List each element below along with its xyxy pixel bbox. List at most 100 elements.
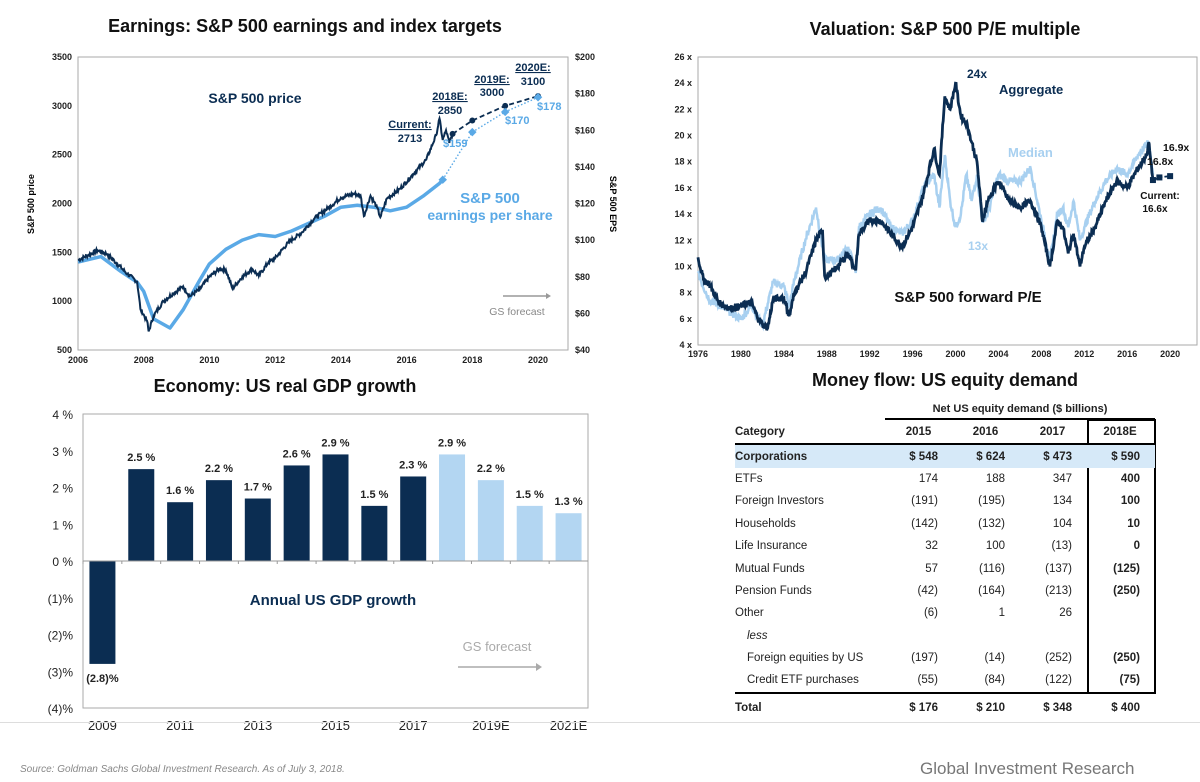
table-cell: $ 348 bbox=[1043, 701, 1072, 714]
x-tick-label: 2017 bbox=[399, 718, 428, 733]
row-label: ETFs bbox=[735, 472, 763, 485]
y-tick-label: 22 x bbox=[674, 104, 692, 114]
table-cell: (75) bbox=[1119, 674, 1140, 687]
y-tick-label: 18 x bbox=[674, 157, 692, 167]
target-2020-label: 2020E: bbox=[515, 62, 550, 74]
table-row: Households (142) (132) 104 10 bbox=[735, 513, 1155, 535]
table-cell: (252) bbox=[1045, 652, 1072, 665]
right-y-tick-label: $100 bbox=[575, 235, 595, 245]
gdp-chart: 4 % 3 % 2 % 1 % 0 % (1)% (2)% (3)% (4)% (2.8)% 2.5… bbox=[48, 408, 589, 733]
left-y-tick-label: 2500 bbox=[52, 150, 72, 160]
valuation-chart-title: Valuation: S&P 500 P/E multiple bbox=[809, 19, 1081, 39]
pe-2020-label: 16.9x bbox=[1163, 142, 1189, 154]
table-cell: 26 bbox=[1059, 607, 1072, 620]
y-tick-label: (2)% bbox=[48, 629, 74, 643]
y-tick-label: (1)% bbox=[48, 592, 74, 606]
table-cell: (164) bbox=[978, 584, 1005, 597]
y-tick-label: 4 % bbox=[52, 408, 73, 422]
x-tick-label: 2009 bbox=[88, 718, 117, 733]
row-label: Mutual Funds bbox=[735, 562, 805, 575]
table-cell: 2016 bbox=[972, 426, 999, 439]
eps-series-label-1: S&P 500 bbox=[460, 190, 520, 207]
table-cell: (125) bbox=[1113, 562, 1140, 575]
table-cell: $ 210 bbox=[976, 701, 1005, 714]
row-label: Foreign equities by US bbox=[747, 652, 864, 665]
y-tick-label: 26 x bbox=[674, 52, 692, 62]
x-tick-label: 2008 bbox=[1031, 349, 1051, 359]
table-cell: 100 bbox=[1120, 495, 1140, 508]
x-tick-label: 2013 bbox=[243, 718, 272, 733]
right-y-tick-label: $140 bbox=[575, 162, 595, 172]
target-2019-value: 3000 bbox=[480, 87, 504, 99]
gdp-data-label: 1.5 % bbox=[516, 489, 544, 501]
table-cell: $ 473 bbox=[1043, 450, 1072, 463]
table-row: Pension Funds (42) (164) (213) (250) bbox=[735, 580, 1155, 602]
eps-forecast-point bbox=[468, 127, 477, 137]
footer-divider bbox=[0, 722, 1200, 723]
target-2020-value: 3100 bbox=[521, 76, 545, 88]
forecast-label: GS forecast bbox=[489, 306, 545, 318]
table-cell: 104 bbox=[1052, 517, 1072, 530]
aggregate-series-label: Aggregate bbox=[999, 82, 1063, 97]
table-cell: (191) bbox=[911, 495, 938, 508]
pe-trough-label: 13x bbox=[968, 239, 988, 253]
x-tick-label: 1996 bbox=[903, 349, 923, 359]
table-cell: $ 624 bbox=[976, 450, 1005, 463]
forecast-arrowhead-icon bbox=[546, 293, 551, 299]
gdp-chart-label: Annual US GDP growth bbox=[250, 592, 416, 609]
x-tick-label: 2000 bbox=[946, 349, 966, 359]
money-flow-title: Money flow: US equity demand bbox=[811, 370, 1079, 390]
pe-chart-label: S&P 500 forward P/E bbox=[894, 289, 1041, 306]
x-tick-label: 2020 bbox=[528, 355, 548, 365]
right-y-tick-label: $200 bbox=[575, 52, 595, 62]
gdp-bar bbox=[167, 502, 194, 561]
table-row: less bbox=[735, 625, 1155, 647]
row-label: Foreign Investors bbox=[735, 495, 824, 508]
gdp-data-label: 2.5 % bbox=[127, 452, 155, 464]
pe-plot-frame bbox=[697, 56, 1198, 346]
gdp-bar bbox=[400, 476, 427, 561]
table-cell: 174 bbox=[918, 472, 938, 485]
table-cell: $ 176 bbox=[909, 701, 938, 714]
table-cell: (142) bbox=[911, 517, 938, 530]
table-cell: 100 bbox=[985, 540, 1005, 553]
table-group-header: Net US equity demand ($ billions) bbox=[932, 403, 1108, 415]
x-tick-label: 2014 bbox=[331, 355, 351, 365]
table-row: Life Insurance 32 100 (13) 0 bbox=[735, 535, 1155, 557]
left-y-tick-label: 3500 bbox=[52, 52, 72, 62]
table-cell: (13) bbox=[1051, 540, 1072, 553]
pe-chart: 1976 1980 1984 1988 1992 1996 2000 2004 2008 2012… bbox=[674, 52, 1198, 359]
right-y-tick-label: $120 bbox=[575, 199, 595, 209]
y-tick-label: 3 % bbox=[52, 445, 73, 459]
gdp-forecast-arrowhead-icon bbox=[536, 663, 542, 671]
earnings-plot-frame bbox=[77, 56, 569, 351]
gdp-data-label: 2.9 % bbox=[321, 437, 349, 449]
current-label: Current: bbox=[388, 119, 431, 131]
row-label: Life Insurance bbox=[735, 540, 808, 553]
table-cell: 57 bbox=[925, 562, 938, 575]
table-cell: (132) bbox=[978, 517, 1005, 530]
table-cell: (197) bbox=[911, 652, 938, 665]
right-y-tick-label: $80 bbox=[575, 272, 590, 282]
table-row: Mutual Funds 57 (116) (137) (125) bbox=[735, 557, 1155, 579]
y-tick-label: 12 x bbox=[674, 235, 692, 245]
target-2018-value: 2850 bbox=[438, 105, 462, 117]
x-tick-label: 2012 bbox=[265, 355, 285, 365]
table-cell: $ 400 bbox=[1111, 701, 1140, 714]
left-y-tick-label: 2000 bbox=[52, 199, 72, 209]
y-tick-label: 14 x bbox=[674, 209, 692, 219]
y-tick-label: 2 % bbox=[52, 482, 73, 496]
table-cell: (42) bbox=[917, 584, 938, 597]
pe-forecast-point bbox=[1156, 174, 1163, 181]
gdp-data-label: 2.3 % bbox=[399, 459, 427, 471]
price-series-label: S&P 500 price bbox=[208, 90, 301, 106]
table-cell: 400 bbox=[1120, 472, 1140, 485]
right-y-tick-label: $40 bbox=[575, 345, 590, 355]
table-row: Corporations $ 548 $ 624 $ 473 $ 590 bbox=[735, 445, 1155, 468]
gdp-data-label: 2.2 % bbox=[205, 463, 233, 475]
left-y-tick-label: 1000 bbox=[52, 296, 72, 306]
row-label: Other bbox=[735, 607, 764, 620]
table-cell: (55) bbox=[917, 674, 938, 687]
y-tick-label: 20 x bbox=[674, 131, 692, 141]
